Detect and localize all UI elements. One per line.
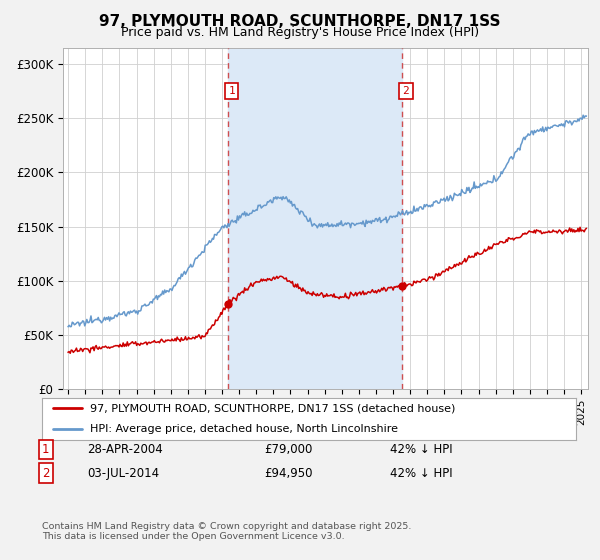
Text: HPI: Average price, detached house, North Lincolnshire: HPI: Average price, detached house, Nort… <box>90 424 398 434</box>
Text: 97, PLYMOUTH ROAD, SCUNTHORPE, DN17 1SS: 97, PLYMOUTH ROAD, SCUNTHORPE, DN17 1SS <box>99 14 501 29</box>
Text: 42% ↓ HPI: 42% ↓ HPI <box>390 466 452 480</box>
Text: £94,950: £94,950 <box>264 466 313 480</box>
Text: 28-APR-2004: 28-APR-2004 <box>87 443 163 456</box>
Text: 1: 1 <box>229 86 235 96</box>
Text: 2: 2 <box>403 86 409 96</box>
Text: 2: 2 <box>42 466 50 480</box>
Text: Price paid vs. HM Land Registry's House Price Index (HPI): Price paid vs. HM Land Registry's House … <box>121 26 479 39</box>
Text: 97, PLYMOUTH ROAD, SCUNTHORPE, DN17 1SS (detached house): 97, PLYMOUTH ROAD, SCUNTHORPE, DN17 1SS … <box>90 403 455 413</box>
Text: £79,000: £79,000 <box>264 443 313 456</box>
Text: Contains HM Land Registry data © Crown copyright and database right 2025.
This d: Contains HM Land Registry data © Crown c… <box>42 522 412 542</box>
Text: 42% ↓ HPI: 42% ↓ HPI <box>390 443 452 456</box>
Text: 1: 1 <box>42 443 50 456</box>
Text: 03-JUL-2014: 03-JUL-2014 <box>87 466 159 480</box>
Bar <box>227 48 401 389</box>
